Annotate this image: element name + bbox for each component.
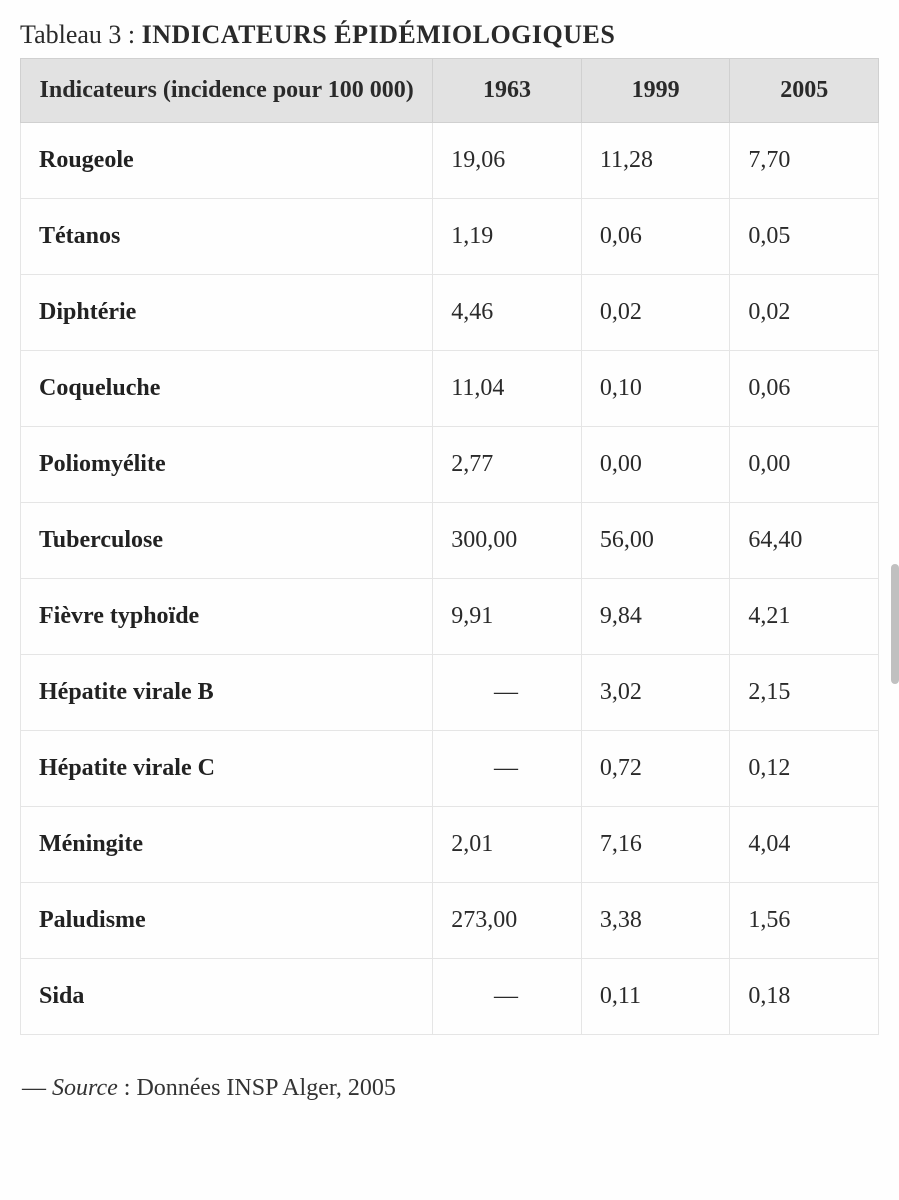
value-cell: 64,40 bbox=[730, 503, 879, 579]
value-cell: 1,56 bbox=[730, 883, 879, 959]
table-row: Hépatite virale C—0,720,12 bbox=[21, 731, 879, 807]
source-dash: — bbox=[22, 1075, 52, 1101]
value-cell: 4,04 bbox=[730, 807, 879, 883]
value-cell: 9,84 bbox=[581, 579, 730, 655]
caption-separator: : bbox=[121, 20, 141, 49]
value-cell: 7,16 bbox=[581, 807, 730, 883]
value-cell: 19,06 bbox=[433, 123, 582, 199]
value-cell: 1,19 bbox=[433, 199, 582, 275]
table-row: Sida—0,110,18 bbox=[21, 959, 879, 1035]
table-row: Méningite2,017,164,04 bbox=[21, 807, 879, 883]
value-cell: 3,02 bbox=[581, 655, 730, 731]
indicator-name-cell: Rougeole bbox=[21, 123, 433, 199]
column-header-2005: 2005 bbox=[730, 59, 879, 123]
indicator-name-cell: Tétanos bbox=[21, 199, 433, 275]
indicator-name-cell: Tuberculose bbox=[21, 503, 433, 579]
caption-label: Tableau 3 bbox=[20, 20, 121, 49]
value-cell: — bbox=[433, 731, 582, 807]
table-caption: Tableau 3 : Indicateurs épidémiologiques bbox=[20, 20, 879, 50]
value-cell: 4,21 bbox=[730, 579, 879, 655]
column-header-1999: 1999 bbox=[581, 59, 730, 123]
column-header-1963: 1963 bbox=[433, 59, 582, 123]
value-cell: 4,46 bbox=[433, 275, 582, 351]
table-row: Tétanos1,190,060,05 bbox=[21, 199, 879, 275]
table-row: Poliomyélite2,770,000,00 bbox=[21, 427, 879, 503]
value-cell: 0,05 bbox=[730, 199, 879, 275]
value-cell: 0,11 bbox=[581, 959, 730, 1035]
value-cell: 2,15 bbox=[730, 655, 879, 731]
table-body: Rougeole19,0611,287,70Tétanos1,190,060,0… bbox=[21, 123, 879, 1035]
indicator-name-cell: Hépatite virale B bbox=[21, 655, 433, 731]
value-cell: — bbox=[433, 959, 582, 1035]
value-cell: 0,10 bbox=[581, 351, 730, 427]
value-cell: 0,02 bbox=[730, 275, 879, 351]
table-row: Diphtérie4,460,020,02 bbox=[21, 275, 879, 351]
indicator-name-cell: Diphtérie bbox=[21, 275, 433, 351]
value-cell: 2,01 bbox=[433, 807, 582, 883]
table-row: Rougeole19,0611,287,70 bbox=[21, 123, 879, 199]
epidemiology-table: Indicateurs (incidence pour 100 000) 196… bbox=[20, 58, 879, 1035]
value-cell: 0,00 bbox=[581, 427, 730, 503]
value-cell: 0,02 bbox=[581, 275, 730, 351]
source-text: Données INSP Alger, 2005 bbox=[136, 1075, 395, 1101]
table-row: Paludisme273,003,381,56 bbox=[21, 883, 879, 959]
value-cell: 2,77 bbox=[433, 427, 582, 503]
value-cell: 11,28 bbox=[581, 123, 730, 199]
value-cell: 0,00 bbox=[730, 427, 879, 503]
value-cell: 7,70 bbox=[730, 123, 879, 199]
source-label: Source bbox=[52, 1075, 118, 1101]
value-cell: 300,00 bbox=[433, 503, 582, 579]
indicator-name-cell: Hépatite virale C bbox=[21, 731, 433, 807]
indicator-name-cell: Fièvre typhoïde bbox=[21, 579, 433, 655]
indicator-name-cell: Sida bbox=[21, 959, 433, 1035]
value-cell: 273,00 bbox=[433, 883, 582, 959]
indicator-name-cell: Méningite bbox=[21, 807, 433, 883]
source-separator: : bbox=[118, 1075, 137, 1101]
value-cell: 11,04 bbox=[433, 351, 582, 427]
table-row: Fièvre typhoïde9,919,844,21 bbox=[21, 579, 879, 655]
indicator-name-cell: Paludisme bbox=[21, 883, 433, 959]
value-cell: 0,06 bbox=[581, 199, 730, 275]
table-row: Tuberculose300,0056,0064,40 bbox=[21, 503, 879, 579]
value-cell: — bbox=[433, 655, 582, 731]
table-header-row: Indicateurs (incidence pour 100 000) 196… bbox=[21, 59, 879, 123]
value-cell: 0,72 bbox=[581, 731, 730, 807]
value-cell: 0,06 bbox=[730, 351, 879, 427]
value-cell: 0,18 bbox=[730, 959, 879, 1035]
value-cell: 9,91 bbox=[433, 579, 582, 655]
value-cell: 56,00 bbox=[581, 503, 730, 579]
indicator-name-cell: Poliomyélite bbox=[21, 427, 433, 503]
table-row: Coqueluche11,040,100,06 bbox=[21, 351, 879, 427]
table-row: Hépatite virale B—3,022,15 bbox=[21, 655, 879, 731]
table-source: — Source : Données INSP Alger, 2005 bbox=[20, 1075, 879, 1102]
column-header-indicator: Indicateurs (incidence pour 100 000) bbox=[21, 59, 433, 123]
indicator-name-cell: Coqueluche bbox=[21, 351, 433, 427]
caption-title: Indicateurs épidémiologiques bbox=[142, 20, 616, 49]
value-cell: 0,12 bbox=[730, 731, 879, 807]
value-cell: 3,38 bbox=[581, 883, 730, 959]
scrollbar-thumb[interactable] bbox=[891, 564, 899, 684]
